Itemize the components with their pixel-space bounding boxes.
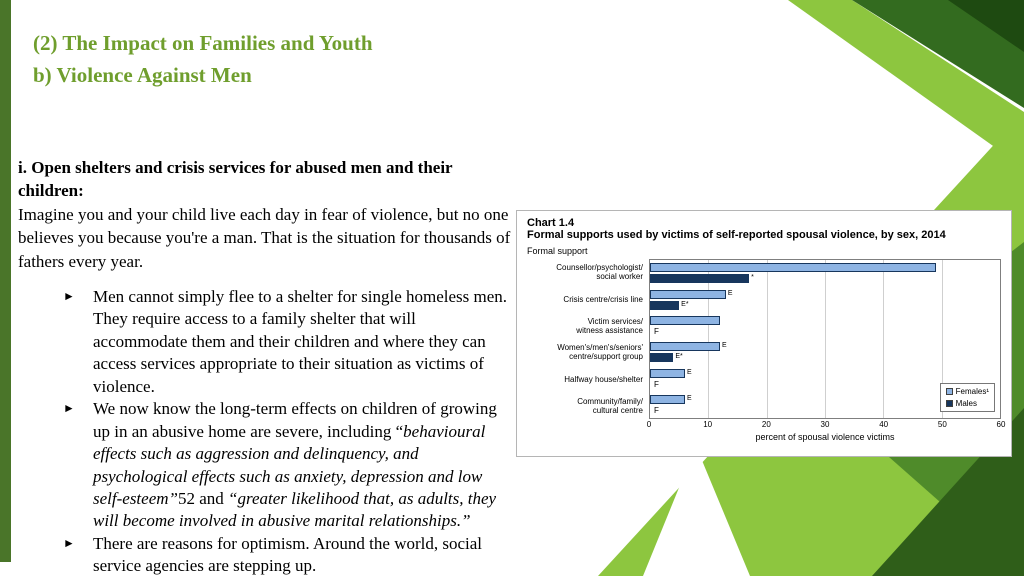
lead-text: Imagine you and your child live each day…: [18, 204, 511, 271]
legend-swatch: [945, 400, 953, 408]
slide-title-line1: (2) The Impact on Families and Youth: [33, 31, 373, 55]
chart-bar-group: E E*: [650, 339, 1000, 365]
bar-note: E: [727, 289, 733, 297]
chart-x-ticks: 0 10 20 30 40 50 60: [646, 420, 1006, 430]
bar-females-3: [650, 342, 720, 352]
legend-entry: Males: [945, 399, 989, 409]
bar-note: F: [654, 379, 659, 389]
bar-note: F: [654, 326, 659, 336]
bar-males-3: [650, 353, 674, 363]
chart-x-tick: 40: [879, 420, 889, 430]
bullet-text: There are reasons for optimism. Around t…: [93, 533, 483, 576]
chart-category-label: Crisis centre/crisis line: [563, 294, 643, 304]
chart-bar-row-males: E*: [650, 300, 1000, 310]
bar-note: E: [687, 394, 692, 402]
legend-entry: Females¹: [945, 387, 989, 397]
chart-bar-group: E E*: [650, 286, 1000, 312]
bar-females-1: [650, 289, 726, 299]
chart-bar-row-females: E: [650, 368, 1000, 378]
bullet-arrow-icon: ►: [63, 401, 75, 416]
bullet-item: ► There are reasons for optimism. Around …: [63, 533, 513, 576]
bar-note: E*: [681, 300, 689, 308]
chart-category-label: Community/family/ cultural centre: [577, 396, 643, 415]
bar-females-0: [650, 263, 936, 273]
legend-label: Males: [955, 399, 977, 409]
bar-note: E*: [675, 353, 683, 361]
bar-note: F: [654, 405, 659, 415]
chart-title: Chart 1.4: [527, 217, 575, 229]
chart-x-tick: 0: [646, 420, 652, 430]
chart-x-axis-label: percent of spousal violence victims: [755, 432, 895, 443]
chart-body: Counsellor/psychologist/ social worker Cr…: [527, 259, 1006, 443]
chart-bar-group: F: [650, 313, 1000, 339]
chart-subtitle: Formal supports used by victims of self-…: [527, 229, 946, 241]
chart-category-labels: Counsellor/psychologist/ social worker Cr…: [527, 259, 649, 419]
chart-x-tick: 30: [820, 420, 830, 430]
bar-males-0: [650, 274, 750, 284]
chart-category-label: Counsellor/psychologist/ social worker: [556, 263, 643, 282]
chart-bar-row-males: F: [650, 327, 1000, 336]
bullet-item: ► We now know the long-term effects on ch…: [63, 398, 513, 533]
bar-females-5: [650, 394, 685, 404]
chart-bar-row-females: E: [650, 342, 1000, 352]
chart: Chart 1.4 Formal supports used by victim…: [516, 210, 1012, 457]
lead-paragraph: i. Open shelters and crisis services for…: [18, 156, 516, 273]
bar-note: E: [687, 368, 692, 376]
lead-heading: i. Open shelters and crisis services for…: [18, 158, 453, 201]
chart-bar-row-males: E*: [650, 353, 1000, 363]
chart-category-label: Women's/men's/seniors' centre/support gr…: [557, 343, 643, 362]
chart-bar-row-males: *: [650, 274, 1000, 284]
chart-bar-row-females: [650, 315, 1000, 325]
chart-x-tick: 20: [761, 420, 771, 430]
chart-x-tick: 10: [703, 420, 713, 430]
chart-bar-group: *: [650, 260, 1000, 286]
chart-legend: Females¹ Males: [939, 383, 995, 413]
chart-x-tick: 60: [996, 420, 1006, 430]
legend-label: Females¹: [955, 387, 989, 397]
chart-x-tick: 50: [937, 420, 947, 430]
slide-title: (2) The Impact on Families and Youth b) …: [33, 28, 373, 91]
bar-males-1: [650, 300, 680, 310]
chart-category-label: Halfway house/shelter: [564, 374, 643, 384]
bullet-arrow-icon: ►: [63, 535, 75, 550]
chart-plot-area: * E E* F E E* E F E F Females¹ Males: [649, 259, 1001, 420]
bar-note: E: [722, 342, 727, 350]
decoration-left-green-bar: [0, 0, 11, 562]
bullet-text: Men cannot simply flee to a shelter for …: [93, 287, 508, 396]
chart-bar-row-females: E: [650, 289, 1000, 299]
bullet-arrow-icon: ►: [63, 289, 75, 303]
bullet-text: We now know the long-term effects on chi…: [93, 399, 497, 531]
legend-swatch: [945, 388, 953, 396]
bar-females-4: [650, 368, 685, 378]
chart-bar-row-females: [650, 263, 1000, 273]
bullet-list: ► Men cannot simply flee to a shelter for…: [63, 286, 513, 576]
bullet-item: ► Men cannot simply flee to a shelter for…: [63, 286, 513, 398]
chart-group-label: Formal support: [527, 246, 588, 257]
chart-plot-wrap: * E E* F E E* E F E F Females¹ Males 0 10 20 30 40 50 60…: [646, 259, 1006, 443]
bar-note: *: [751, 274, 754, 282]
chart-category-label: Victim services/ witness assistance: [576, 316, 643, 335]
bar-females-2: [650, 315, 720, 325]
slide-title-line2: b) Violence Against Men: [33, 62, 252, 87]
